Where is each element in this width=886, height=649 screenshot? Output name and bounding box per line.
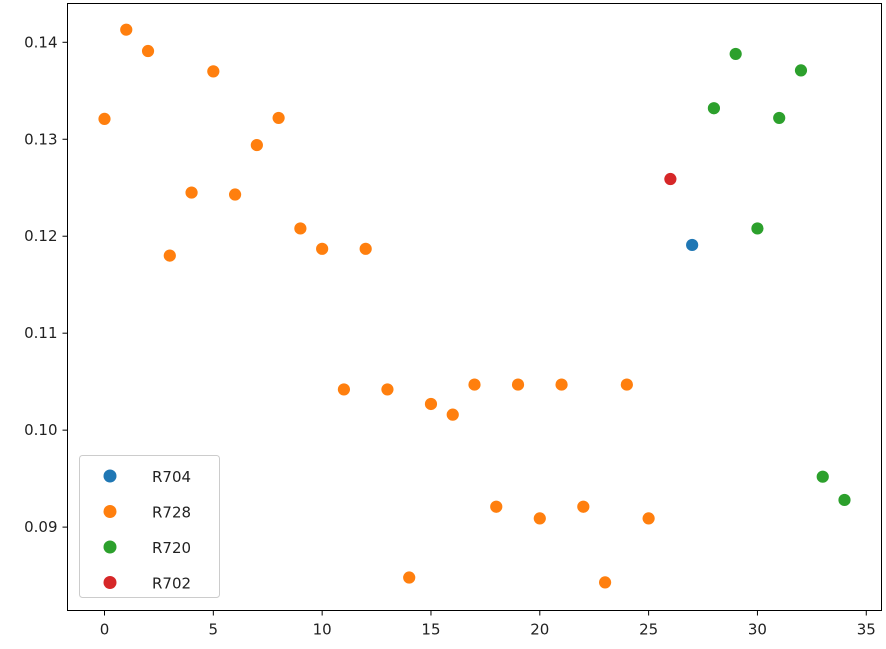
x-axis: 0 5 10 15 20 25 30 35 [100,610,876,639]
legend-frame [79,455,220,598]
point-r720 [815,469,830,484]
point-r720 [728,47,743,61]
y-tick-label: 0.11 [24,324,57,342]
x-tick-label: 10 [313,621,332,639]
point-r728 [315,241,330,256]
point-r728 [380,382,395,397]
x-tick-label: 15 [421,621,440,639]
point-r728 [184,185,199,200]
legend-marker-r704 [103,469,117,483]
point-r728 [206,64,221,79]
point-r728 [249,138,264,152]
point-r728 [141,44,155,58]
point-r728 [467,377,482,392]
y-tick-label: 0.14 [24,33,57,51]
point-r728 [293,221,308,236]
point-r728 [119,22,134,37]
point-r702 [663,172,678,186]
y-tick-label: 0.10 [24,421,57,439]
x-tick-label: 0 [100,621,110,639]
point-r728 [228,187,242,202]
x-tick-label: 30 [748,621,767,639]
point-r728 [489,499,504,514]
legend-marker-r702 [103,576,117,589]
point-r728 [445,407,460,422]
point-r728 [358,241,373,256]
point-r720 [837,493,852,507]
point-r720 [750,221,765,236]
legend-marker-r728 [103,505,117,518]
point-r728 [598,575,612,590]
point-r728 [424,397,438,411]
points-layer [97,22,852,590]
x-tick-label: 25 [639,621,658,639]
y-tick-label: 0.13 [24,130,57,148]
point-r728 [271,111,286,125]
point-r728 [619,377,634,392]
point-r720 [794,63,808,78]
point-r728 [532,511,547,526]
y-tick-label: 0.09 [24,518,57,536]
legend-label: R704 [152,468,191,486]
point-r728 [97,111,112,126]
point-r720 [707,101,721,116]
legend-label: R702 [152,575,191,593]
y-tick-label: 0.12 [24,227,57,245]
legend-label: R720 [152,539,191,557]
plot-frame [67,3,882,611]
point-r728 [511,377,525,392]
point-r728 [337,382,351,397]
point-r728 [641,511,656,526]
point-r728 [576,499,591,514]
legend-label: R728 [152,504,191,522]
x-tick-label: 20 [530,621,549,639]
legend: R704 R728 R720 R702 [79,455,220,598]
legend-marker-r720 [103,540,117,554]
point-r720 [772,111,787,125]
point-r728 [162,248,177,263]
point-r728 [554,377,569,392]
y-axis: 0.09 0.10 0.11 0.12 0.13 0.14 [24,33,68,536]
point-r728 [402,570,417,585]
x-tick-label: 5 [209,621,219,639]
point-r704 [685,238,700,252]
x-tick-label: 35 [857,621,876,639]
